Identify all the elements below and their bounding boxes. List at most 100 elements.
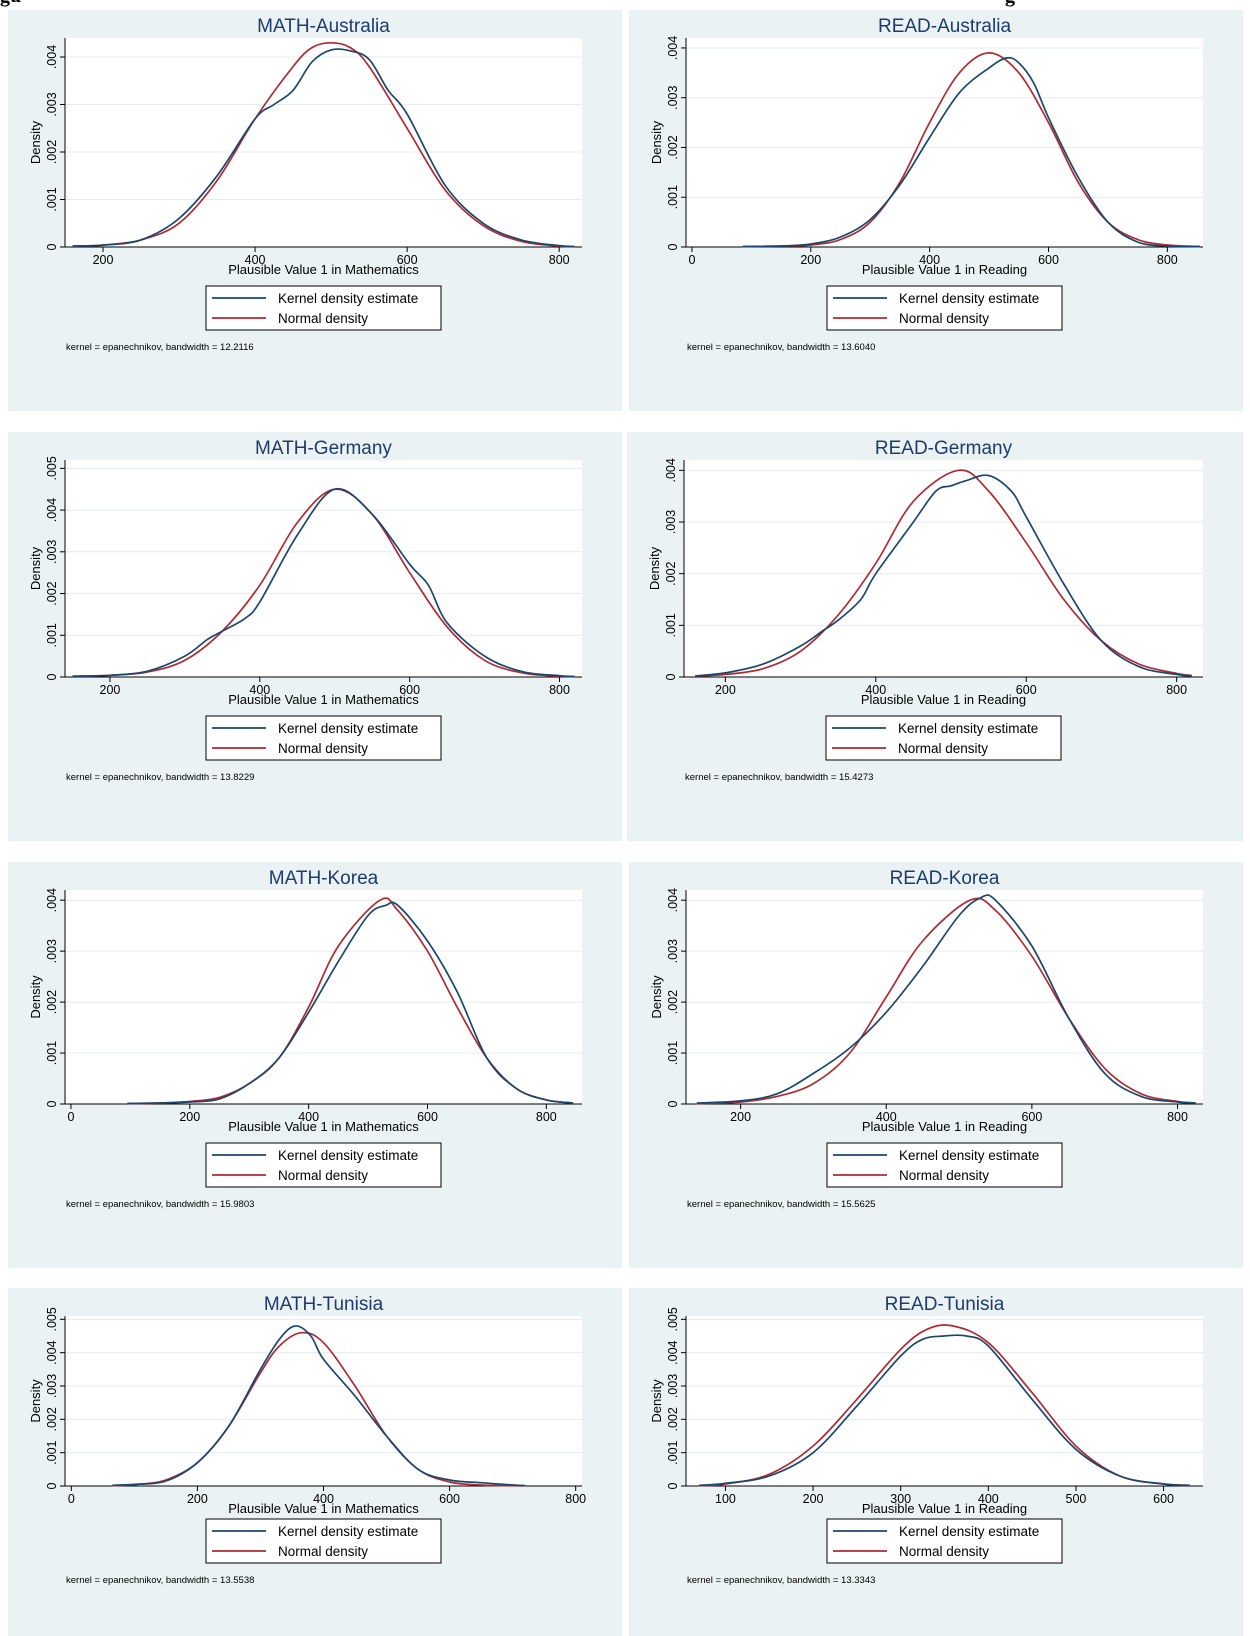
density-chart: MATH-Tunisia 0 .001 .002 .003 .004 .005 Density… (28, 1294, 586, 1586)
chart-panel: MATH-Germany 0 .001 .002 .003 .004 .005 Density… (8, 432, 622, 841)
x-tick-label: 800 (1157, 253, 1178, 267)
bandwidth-note: kernel = epanechnikov, bandwidth = 12.21… (66, 342, 254, 353)
density-chart: READ-Australia 0 .001 .002 .003 .004 Density 0 2… (649, 16, 1203, 353)
bandwidth-note: kernel = epanechnikov, bandwidth = 15.42… (685, 772, 873, 783)
legend: Kernel density estimate Normal density (826, 1518, 1063, 1564)
y-tick-label: .004 (664, 458, 678, 482)
legend-box (826, 1518, 1063, 1564)
x-tick-label: 0 (67, 1110, 74, 1124)
y-tick-label: .005 (666, 1307, 680, 1331)
x-tick-label: 400 (245, 253, 266, 267)
legend-kernel-label: Kernel density estimate (899, 1524, 1039, 1539)
chart-title: READ-Australia (878, 16, 1011, 37)
x-tick-label: 300 (890, 1492, 911, 1506)
plot-area (686, 38, 1203, 247)
kernel-density-line (695, 474, 1192, 677)
chart-panel: MATH-Tunisia 0 .001 .002 .003 .004 .005 Density… (8, 1288, 622, 1636)
density-chart: READ-Germany 0 .001 .002 .003 .004 Density 200 4… (647, 438, 1203, 783)
density-chart: MATH-Germany 0 .001 .002 .003 .004 .005 Density… (28, 438, 582, 783)
x-axis-label: Plausible Value 1 in Reading (862, 262, 1027, 277)
y-tick-label: .003 (666, 1374, 680, 1398)
x-axis-label: Plausible Value 1 in Mathematics (228, 1119, 419, 1134)
legend-normal-label: Normal density (899, 311, 989, 326)
y-tick-label: .004 (45, 498, 59, 522)
y-axis-label: Density (649, 120, 664, 164)
legend-box (826, 285, 1063, 331)
y-tick-label: .004 (666, 888, 680, 912)
y-tick-label: .001 (45, 623, 59, 647)
y-tick-label: .002 (45, 581, 59, 605)
x-axis-label: Plausible Value 1 in Reading (861, 692, 1026, 707)
x-tick-label: 200 (100, 683, 121, 697)
x-axis-label: Plausible Value 1 in Mathematics (228, 262, 419, 277)
x-tick-label: 0 (68, 1492, 75, 1506)
normal-density-line (72, 41, 575, 248)
y-tick-label: .004 (45, 888, 59, 912)
normal-density-line (742, 52, 1201, 248)
chart-title: READ-Korea (890, 868, 1000, 889)
legend-box (205, 1142, 442, 1188)
x-tick-label: 200 (730, 1110, 751, 1124)
y-tick-label: .005 (45, 1307, 59, 1331)
bandwidth-note: kernel = epanechnikov, bandwidth = 13.33… (687, 1575, 875, 1586)
legend: Kernel density estimate Normal density (826, 1142, 1063, 1188)
legend-kernel-label: Kernel density estimate (899, 1148, 1039, 1163)
x-tick-label: 400 (298, 1110, 319, 1124)
y-tick-label: .003 (45, 92, 59, 116)
y-tick-label: .001 (45, 1041, 59, 1065)
bandwidth-note: kernel = epanechnikov, bandwidth = 15.98… (66, 1199, 254, 1210)
chart-title: MATH-Australia (257, 16, 390, 37)
legend-kernel-label: Kernel density estimate (278, 1148, 418, 1163)
legend: Kernel density estimate Normal density (826, 285, 1063, 331)
x-tick-label: 600 (439, 1492, 460, 1506)
chart-title: READ-Germany (875, 438, 1013, 459)
y-tick-label: .004 (666, 1340, 680, 1364)
legend-kernel-label: Kernel density estimate (278, 721, 418, 736)
x-tick-label: 200 (179, 1110, 200, 1124)
y-tick-label: .001 (666, 1440, 680, 1464)
x-tick-label: 400 (978, 1492, 999, 1506)
y-tick-label: 0 (664, 673, 678, 680)
y-tick-label: .002 (45, 140, 59, 164)
x-tick-label: 600 (1016, 683, 1037, 697)
x-tick-label: 800 (1166, 683, 1187, 697)
y-tick-label: .001 (666, 1041, 680, 1065)
legend-normal-label: Normal density (899, 1168, 989, 1183)
y-tick-label: .002 (45, 1407, 59, 1431)
y-tick-label: 0 (666, 1482, 680, 1489)
y-tick-label: .004 (45, 1340, 59, 1364)
chart-title: READ-Tunisia (885, 1294, 1005, 1315)
y-axis-label: Density (649, 975, 664, 1019)
chart-title: MATH-Tunisia (264, 1294, 384, 1315)
plot-area (684, 460, 1203, 677)
chart-panel: READ-Korea 0 .001 .002 .003 .004 Density 200 400… (629, 862, 1243, 1268)
legend: Kernel density estimate Normal density (825, 715, 1062, 761)
legend: Kernel density estimate Normal density (205, 285, 442, 331)
y-tick-label: .003 (666, 86, 680, 110)
y-tick-label: .001 (45, 1440, 59, 1464)
y-tick-label: .004 (666, 36, 680, 60)
y-tick-label: 0 (45, 243, 59, 250)
legend: Kernel density estimate Normal density (205, 1142, 442, 1188)
legend-box (826, 1142, 1063, 1188)
y-tick-label: .001 (45, 187, 59, 211)
legend: Kernel density estimate Normal density (205, 1518, 442, 1564)
legend-normal-label: Normal density (898, 741, 988, 756)
x-tick-label: 800 (549, 253, 570, 267)
y-tick-label: .003 (45, 939, 59, 963)
x-tick-label: 800 (536, 1110, 557, 1124)
bandwidth-note: kernel = epanechnikov, bandwidth = 13.55… (66, 1575, 254, 1586)
x-tick-label: 200 (800, 253, 821, 267)
legend-box (205, 715, 442, 761)
normal-density-line (696, 897, 1196, 1105)
x-tick-label: 100 (715, 1492, 736, 1506)
plot-area (65, 460, 582, 677)
legend-box (205, 285, 442, 331)
legend-box (205, 1518, 442, 1564)
x-axis-label: Plausible Value 1 in Mathematics (228, 1501, 419, 1516)
legend-normal-label: Normal density (899, 1544, 989, 1559)
legend: Kernel density estimate Normal density (205, 715, 442, 761)
x-tick-label: 400 (865, 683, 886, 697)
x-tick-label: 600 (1038, 253, 1059, 267)
y-tick-label: .002 (666, 135, 680, 159)
